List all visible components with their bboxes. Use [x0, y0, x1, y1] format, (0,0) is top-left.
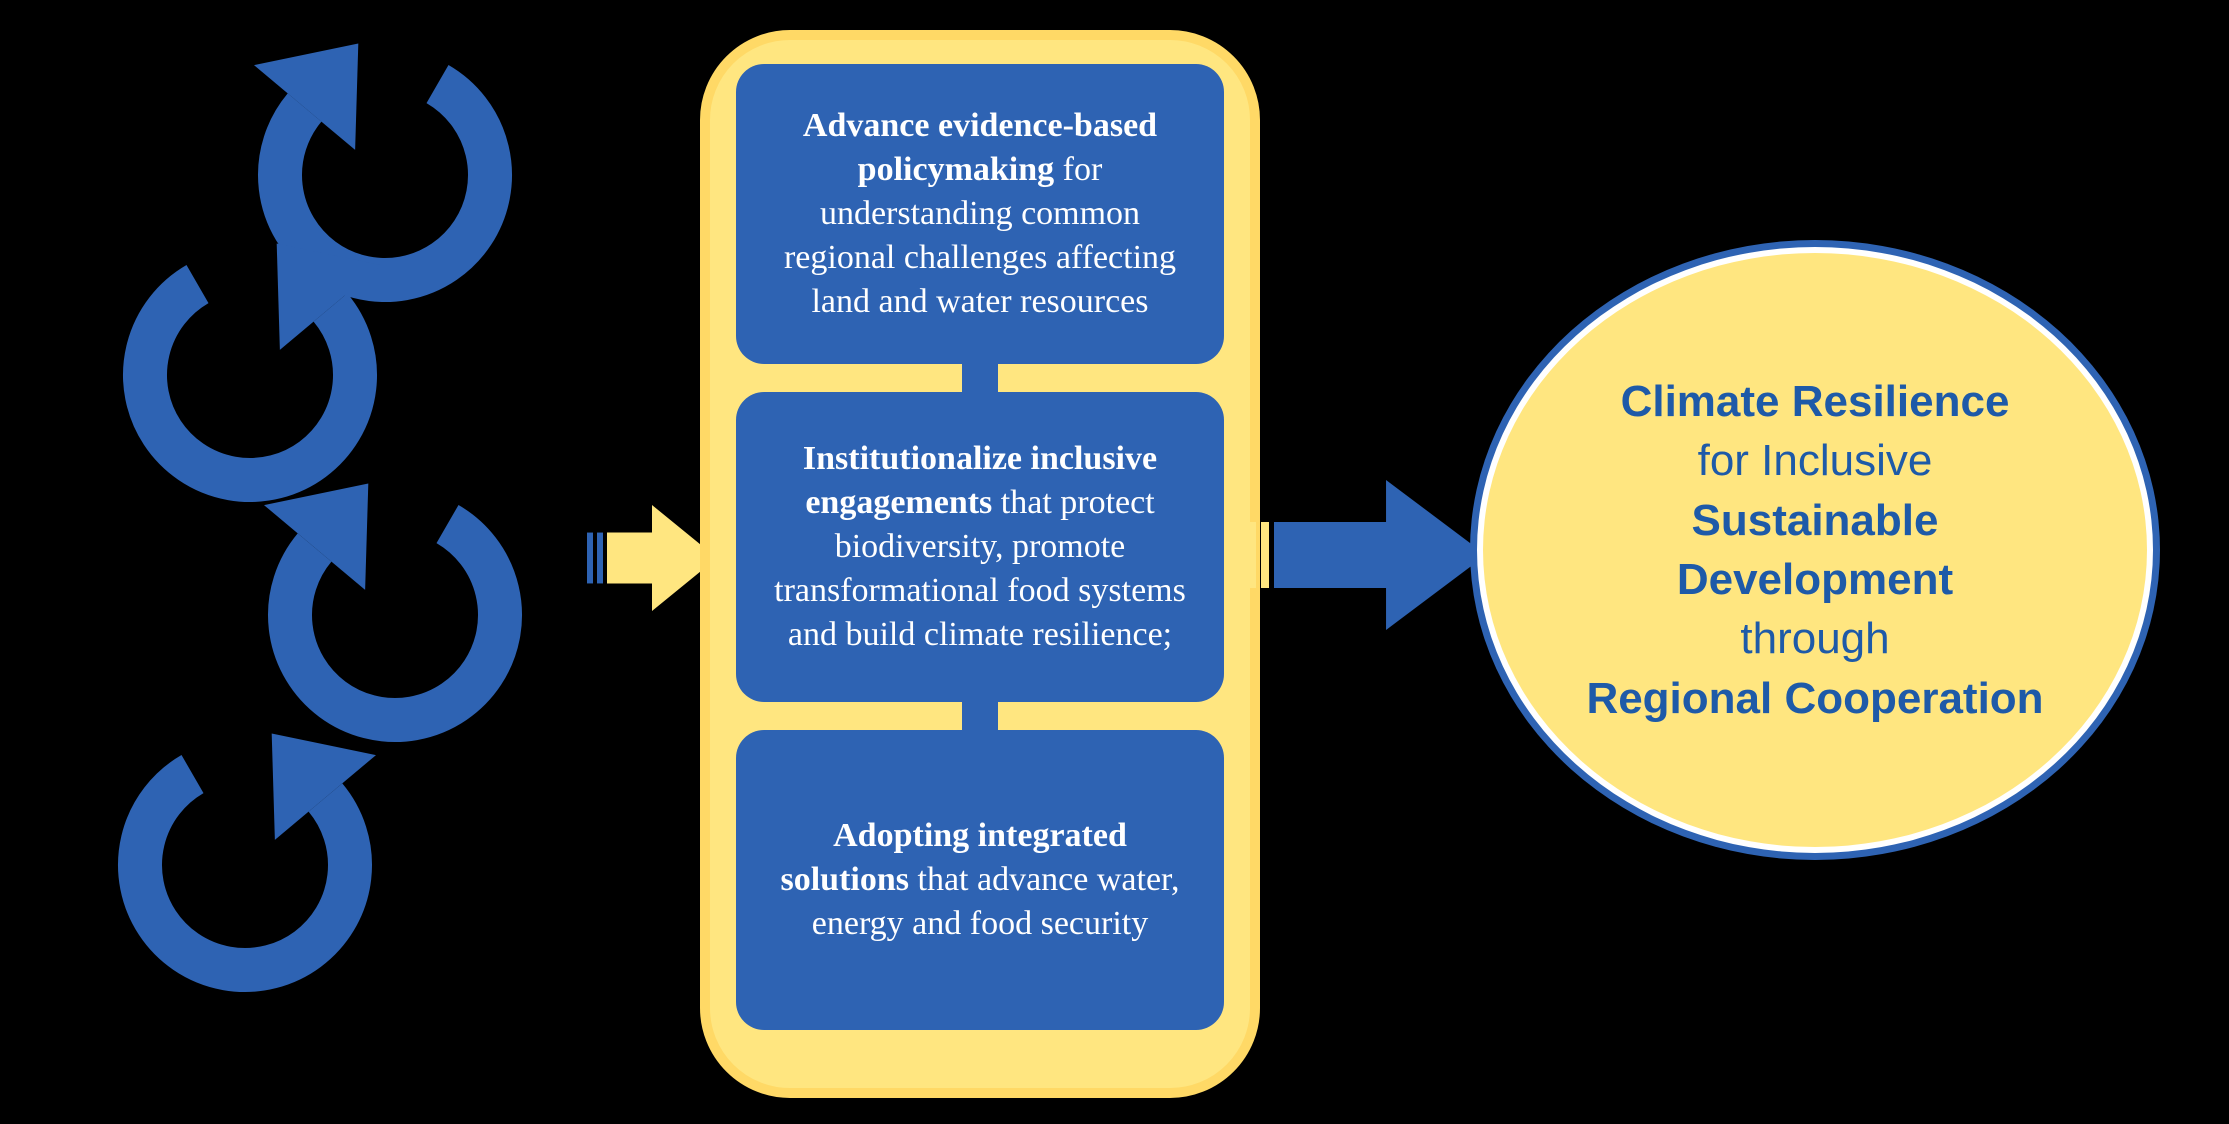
circular-arrow-2	[115, 240, 385, 510]
strategy-card-2: Institutionalize inclusive engagements t…	[736, 392, 1224, 702]
outcome-ellipse-inner: Climate Resiliencefor InclusiveSustainab…	[1477, 247, 2153, 853]
outcome-text: Climate Resiliencefor InclusiveSustainab…	[1553, 372, 2077, 728]
outcome-line: Sustainable Development	[1553, 491, 2077, 610]
arrow-into-panel	[587, 505, 717, 616]
card-connector-1	[962, 364, 998, 392]
card-connector-2	[962, 702, 998, 730]
outcome-line: Climate Resilience	[1553, 372, 2077, 431]
arrow-to-outcome	[1248, 480, 1486, 635]
strategy-card-3: Adopting integrated solutions that advan…	[736, 730, 1224, 1030]
card-1-bold: Advance evidence-based policymaking	[803, 107, 1157, 188]
outcome-line: through	[1553, 609, 2077, 668]
circular-arrow-4	[110, 730, 380, 1000]
circular-arrow-3	[260, 480, 530, 750]
diagram-container: Advance evidence-based policymaking for …	[0, 0, 2229, 1124]
outcome-ellipse: Climate Resiliencefor InclusiveSustainab…	[1470, 240, 2160, 860]
outcome-line: for Inclusive	[1553, 431, 2077, 490]
outcome-line: Regional Cooperation	[1553, 669, 2077, 728]
strategy-panel: Advance evidence-based policymaking for …	[700, 30, 1260, 1098]
strategy-card-1: Advance evidence-based policymaking for …	[736, 64, 1224, 364]
